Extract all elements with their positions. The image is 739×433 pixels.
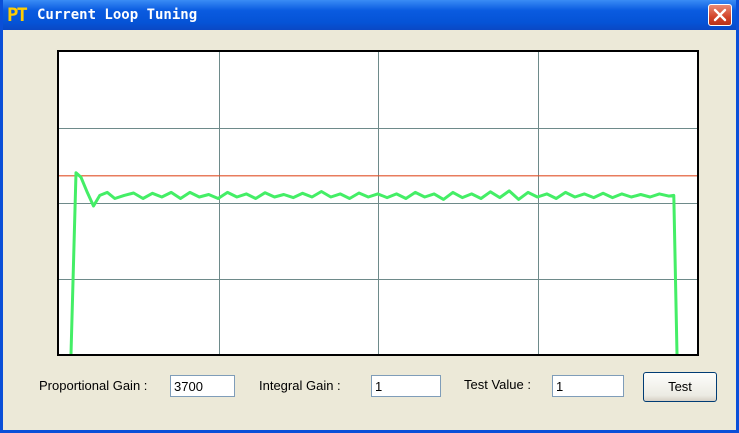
grid-lines (59, 52, 697, 354)
response-trace (69, 171, 679, 354)
title-bar[interactable]: PT Current Loop Tuning (3, 0, 736, 30)
test-value-input[interactable] (552, 375, 624, 397)
integral-gain-label: Integral Gain : (259, 378, 341, 393)
window-title: Current Loop Tuning (37, 7, 198, 23)
current-response-chart (59, 52, 697, 354)
integral-gain-input[interactable] (371, 375, 441, 397)
close-button[interactable] (708, 4, 732, 26)
app-logo-icon: PT (7, 4, 28, 26)
test-button[interactable]: Test (643, 372, 717, 402)
close-icon (713, 8, 727, 22)
proportional-gain-label: Proportional Gain : (39, 378, 148, 393)
test-value-label: Test Value : (464, 377, 531, 392)
plot-area (57, 50, 699, 356)
proportional-gain-input[interactable] (170, 375, 235, 397)
client-area: Proportional Gain : Integral Gain : Test… (3, 30, 736, 430)
